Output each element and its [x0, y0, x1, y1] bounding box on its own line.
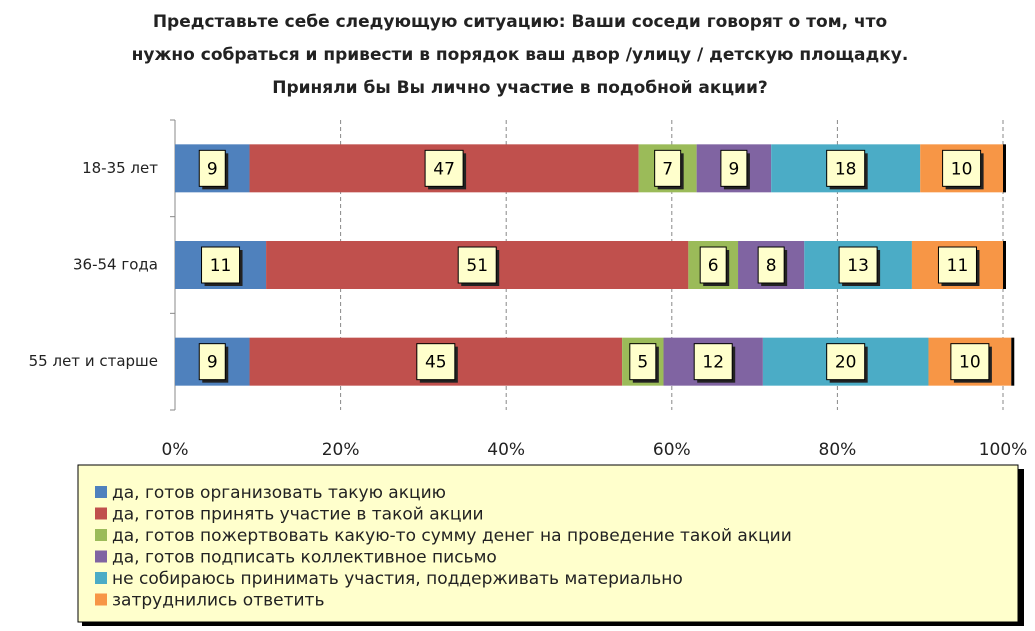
bar-shadow	[1003, 241, 1006, 289]
label-box	[457, 246, 497, 284]
x-tick-label: 60%	[653, 440, 691, 460]
legend-swatch	[95, 529, 107, 541]
legend-swatch	[95, 550, 107, 563]
data-label: 45	[425, 353, 447, 373]
legend-swatch	[95, 507, 107, 520]
label-box	[937, 246, 977, 284]
data-label: 11	[947, 256, 969, 276]
label-box	[693, 343, 733, 381]
data-label: 20	[835, 353, 857, 373]
data-label: 51	[466, 256, 488, 276]
legend-swatch	[95, 486, 107, 498]
label-box	[654, 149, 682, 187]
legend-swatch	[95, 572, 107, 584]
legend-label: да, готов пожертвовать какую-то сумму де…	[112, 526, 792, 546]
data-label: 9	[207, 353, 218, 373]
data-label: 7	[662, 159, 673, 179]
label-box	[699, 246, 727, 284]
label-box	[201, 246, 241, 284]
legend-swatch	[95, 593, 107, 606]
data-label: 5	[637, 353, 648, 373]
label-box	[950, 343, 990, 381]
label-box	[416, 343, 456, 381]
legend-label: да, готов подписать коллективное письмо	[112, 548, 497, 568]
label-box	[198, 149, 226, 187]
label-box	[720, 149, 748, 187]
data-label: 47	[433, 159, 455, 179]
data-label: 10	[959, 353, 981, 373]
legend-label: затруднились ответить	[112, 591, 324, 611]
label-box	[629, 343, 657, 381]
category-label: 18-35 лет	[82, 159, 158, 177]
bar-shadow	[1003, 144, 1006, 193]
legend-box	[77, 464, 1019, 623]
label-box	[198, 343, 226, 381]
data-label: 13	[847, 256, 869, 276]
category-label: 36-54 года	[73, 256, 158, 274]
label-box	[826, 343, 866, 381]
data-label: 9	[728, 159, 739, 179]
data-label: 10	[951, 159, 973, 179]
label-box	[942, 149, 982, 187]
label-box	[826, 149, 866, 187]
data-label: 18	[835, 159, 857, 179]
legend-label: да, готов принять участие в такой акции	[112, 505, 484, 525]
bar-shadow	[1011, 337, 1015, 386]
x-tick-label: 100%	[979, 440, 1028, 460]
data-label: 12	[702, 353, 724, 373]
legend-label: да, готов организовать такую акцию	[112, 483, 446, 503]
label-box	[838, 246, 878, 284]
x-tick-label: 20%	[322, 440, 360, 460]
x-tick-label: 0%	[162, 440, 189, 460]
data-label: 6	[708, 256, 719, 276]
x-tick-label: 40%	[487, 440, 525, 460]
data-label: 8	[766, 256, 777, 276]
data-label: 11	[210, 256, 232, 276]
x-tick-label: 80%	[819, 440, 857, 460]
label-box	[757, 246, 785, 284]
label-box	[424, 149, 464, 187]
legend-label: не собираюсь принимать участия, поддержи…	[112, 569, 683, 589]
chart-title: Представьте себе следующую ситуацию: Ваш…	[131, 12, 909, 98]
data-label: 9	[207, 159, 218, 179]
category-label: 55 лет и старше	[29, 352, 158, 370]
